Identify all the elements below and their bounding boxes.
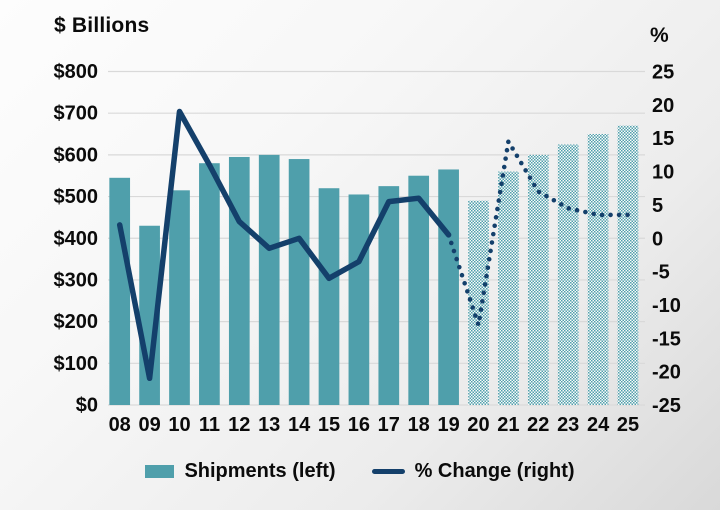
right-axis-tick-label: -20	[652, 362, 681, 384]
x-axis-tick-label: 15	[318, 414, 340, 436]
x-axis-tick-label: 13	[258, 414, 280, 436]
pct-change-line-dotted-forecast	[446, 134, 631, 326]
left-axis-title: $ Billions	[54, 14, 150, 37]
shipments-bar	[438, 169, 459, 405]
x-axis-tick-label: 25	[617, 414, 639, 436]
right-axis-tick-label: -15	[652, 328, 681, 350]
x-axis-tick-label: 16	[348, 414, 370, 436]
x-axis-tick-label: 20	[467, 414, 489, 436]
left-axis-tick-label: $400	[54, 228, 99, 250]
shipments-bar	[378, 186, 400, 405]
shipments-bar	[109, 177, 131, 405]
shipments-bar	[258, 154, 280, 405]
right-axis-tick-label: -25	[652, 395, 681, 417]
shipments-bar	[318, 188, 340, 405]
shipments-bar	[169, 190, 190, 405]
right-axis-tick-label: -10	[652, 295, 681, 317]
x-axis-tick-label: 12	[228, 414, 250, 436]
right-axis-tick-label: -5	[652, 262, 670, 284]
shipments-bar	[199, 163, 220, 405]
shipments-legend-swatch-icon	[145, 464, 175, 478]
x-axis-tick-label: 18	[408, 414, 430, 436]
left-axis-tick-label: $100	[54, 353, 99, 375]
shipments-forecast-bar	[587, 134, 609, 405]
shipments-forecast-bar	[498, 171, 519, 405]
x-axis-tick-label: 08	[109, 414, 131, 436]
left-axis-tick-label: $800	[54, 61, 99, 83]
shipments-forecast-bar	[468, 200, 489, 405]
x-axis-tick-label: 21	[497, 414, 519, 436]
left-axis-tick-label: $0	[76, 395, 98, 417]
shipments-bar	[408, 175, 430, 405]
pct-change-legend-line-icon	[371, 468, 405, 474]
left-axis-tick-label: $300	[54, 269, 99, 291]
x-axis-tick-label: 14	[288, 414, 311, 436]
x-axis-tick-label: 17	[378, 414, 400, 436]
legend-shipments-label: Shipments (left)	[184, 459, 336, 482]
shipments-forecast-bar	[527, 154, 549, 405]
x-axis-tick-label: 24	[587, 414, 610, 436]
x-axis-tick-label: 11	[199, 414, 220, 436]
shipments-bar	[348, 194, 370, 405]
shipments-forecast-bar	[617, 125, 639, 405]
right-axis-tick-label: 15	[652, 128, 674, 150]
right-axis-tick-label: 25	[652, 62, 674, 84]
x-axis-tick-label: 10	[168, 414, 190, 436]
shipments-bar	[228, 156, 250, 405]
x-axis-tick-label: 22	[527, 414, 549, 436]
right-axis-tick-label: 20	[652, 95, 674, 117]
right-axis-tick-label: 5	[652, 195, 663, 217]
right-axis-title: %	[650, 24, 669, 47]
left-axis-tick-label: $200	[54, 311, 99, 333]
shipments-bar	[288, 159, 310, 405]
x-axis-tick-label: 19	[437, 414, 459, 436]
left-axis-tick-label: $500	[54, 186, 99, 208]
shipments-forecast-bar	[557, 144, 579, 405]
x-axis-tick-label: 23	[557, 414, 579, 436]
x-axis-tick-label: 09	[138, 414, 160, 436]
right-axis-tick-label: 0	[652, 228, 663, 250]
right-axis-tick-label: 10	[652, 162, 674, 184]
left-axis-tick-label: $600	[54, 144, 99, 166]
left-axis-tick-label: $700	[54, 103, 99, 125]
pct-change-line-solid	[116, 108, 452, 382]
legend: Shipments (left) % Change (right)	[0, 456, 720, 486]
legend-pct-change-label: % Change (right)	[414, 459, 575, 482]
